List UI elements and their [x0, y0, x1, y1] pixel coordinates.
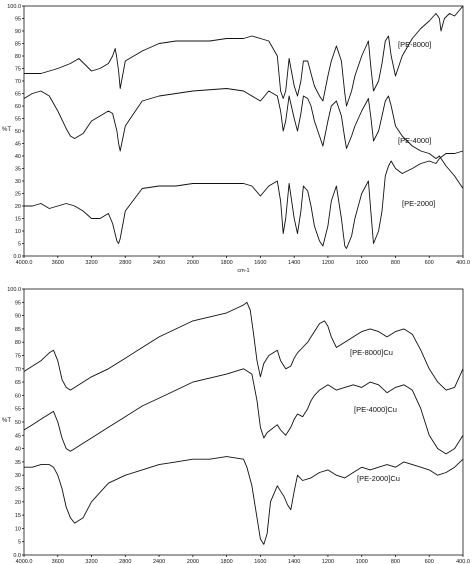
y-tick-label: 95 — [15, 300, 21, 306]
y-tick-label: 70 — [15, 79, 21, 85]
series-label-2: [PE-2000]Cu — [357, 474, 400, 483]
y-tick-label: 70 — [15, 367, 21, 373]
x-tick-label: 2800 — [119, 559, 131, 564]
y-tick-label: 20 — [15, 500, 21, 506]
y-tick-label: 90 — [15, 29, 21, 35]
x-tick-label: 1400 — [288, 559, 300, 564]
x-tick-label: 1200 — [322, 559, 334, 564]
y-tick-label: 80 — [15, 54, 21, 60]
y-tick-label: 5 — [18, 540, 21, 546]
y-tick-label: 60 — [15, 393, 21, 399]
y-tick-label: 65 — [15, 92, 21, 98]
y-tick-label: 50 — [15, 129, 21, 135]
x-tick-label: 4000.0 — [16, 559, 33, 564]
y-tick-label: 10 — [15, 229, 21, 235]
y-tick-label: 20 — [15, 204, 21, 210]
y-tick-label: 85 — [15, 327, 21, 333]
x-tick-label: 600 — [425, 559, 434, 564]
x-axis-label: cm-1 — [237, 268, 249, 274]
series-label-2: [PE-2000] — [402, 199, 435, 208]
y-tick-label: 100.0 — [7, 287, 21, 293]
y-tick-label: 55 — [15, 407, 21, 413]
x-tick-label: 800 — [391, 559, 400, 564]
x-tick-label: 3600 — [52, 559, 64, 564]
spectrum-trace-0 — [23, 301, 464, 391]
x-tick-label: 1800 — [220, 559, 232, 564]
y-tick-label: 30 — [15, 473, 21, 479]
x-tick-label: 400.0 — [456, 559, 470, 564]
y-tick-label: 55 — [15, 117, 21, 123]
top-spectra-panel: 0.0 5 10 15 20 25 30 35 40 45 50 55 60 65 70 75 80 85 90 95… — [2, 4, 470, 274]
spectrum-trace-1 — [23, 368, 464, 455]
y-tick-label: 45 — [15, 433, 21, 439]
y-tick-label: 65 — [15, 380, 21, 386]
y-tick-label: 50 — [15, 420, 21, 426]
y-tick-label: 0.0 — [13, 254, 21, 260]
x-tick-label: 2000 — [187, 260, 199, 266]
y-tick-label: 75 — [15, 354, 21, 360]
x-tick-label: 1000 — [356, 260, 368, 266]
y-tick-label: 40 — [15, 447, 21, 453]
x-tick-label: 600 — [425, 260, 434, 266]
y-tick-label: 30 — [15, 179, 21, 185]
y-tick-label: 75 — [15, 67, 21, 73]
x-tick-label: 2400 — [153, 260, 165, 266]
y-tick-label: 95 — [15, 17, 21, 23]
series-label-0: [PE-8000]Cu — [350, 348, 393, 357]
y-tick-label: 10 — [15, 526, 21, 532]
x-tick-label: 800 — [391, 260, 400, 266]
y-tick-label: 100.0 — [7, 4, 21, 10]
y-tick-label: 15 — [15, 513, 21, 519]
y-tick-label: 40 — [15, 154, 21, 160]
series-label-0: [PE-8000] — [398, 40, 431, 49]
y-tick-label: 5 — [18, 242, 21, 248]
y-tick-label: 25 — [15, 192, 21, 198]
spectrum-trace-1 — [23, 88, 464, 189]
x-tick-label: 1600 — [254, 559, 266, 564]
x-tick-label: 1000 — [356, 559, 368, 564]
x-tick-label: 1800 — [220, 260, 232, 266]
spectrum-trace-2 — [24, 456, 464, 545]
x-tick-label: 3600 — [52, 260, 64, 266]
y-tick-label: 25 — [15, 487, 21, 493]
y-axis-label: %T — [2, 418, 11, 424]
x-tick-label: 2800 — [119, 260, 131, 266]
spectrum-trace-0 — [24, 5, 464, 107]
y-tick-label: 35 — [15, 460, 21, 466]
x-tick-label: 1400 — [288, 260, 300, 266]
y-tick-label: 80 — [15, 340, 21, 346]
x-tick-label: 1200 — [322, 260, 334, 266]
y-tick-label: 35 — [15, 167, 21, 173]
x-tick-label: 3200 — [85, 260, 97, 266]
spectrum-trace-2 — [24, 150, 464, 249]
x-tick-label: 400.0 — [456, 260, 470, 266]
x-tick-label: 4000.0 — [16, 260, 33, 266]
series-label-1: [PE-4000] — [398, 136, 431, 145]
y-tick-label: 90 — [15, 314, 21, 320]
plot-frame — [23, 288, 464, 556]
x-tick-label: 3200 — [85, 559, 97, 564]
y-tick-label: 60 — [15, 104, 21, 110]
y-tick-label: 15 — [15, 217, 21, 223]
series-label-1: [PE-4000]Cu — [354, 405, 397, 414]
y-tick-label: 0.0 — [13, 553, 21, 559]
y-tick-label: 85 — [15, 42, 21, 48]
x-tick-label: 1600 — [254, 260, 266, 266]
x-tick-label: 2000 — [187, 559, 199, 564]
y-tick-label: 45 — [15, 142, 21, 148]
x-tick-label: 2400 — [153, 559, 165, 564]
bottom-spectra-panel: 0.0 5 10 15 20 25 30 35 40 45 50 55 60 65 70 75 80 85 90 95… — [2, 287, 470, 564]
y-axis-label: %T — [2, 127, 11, 133]
